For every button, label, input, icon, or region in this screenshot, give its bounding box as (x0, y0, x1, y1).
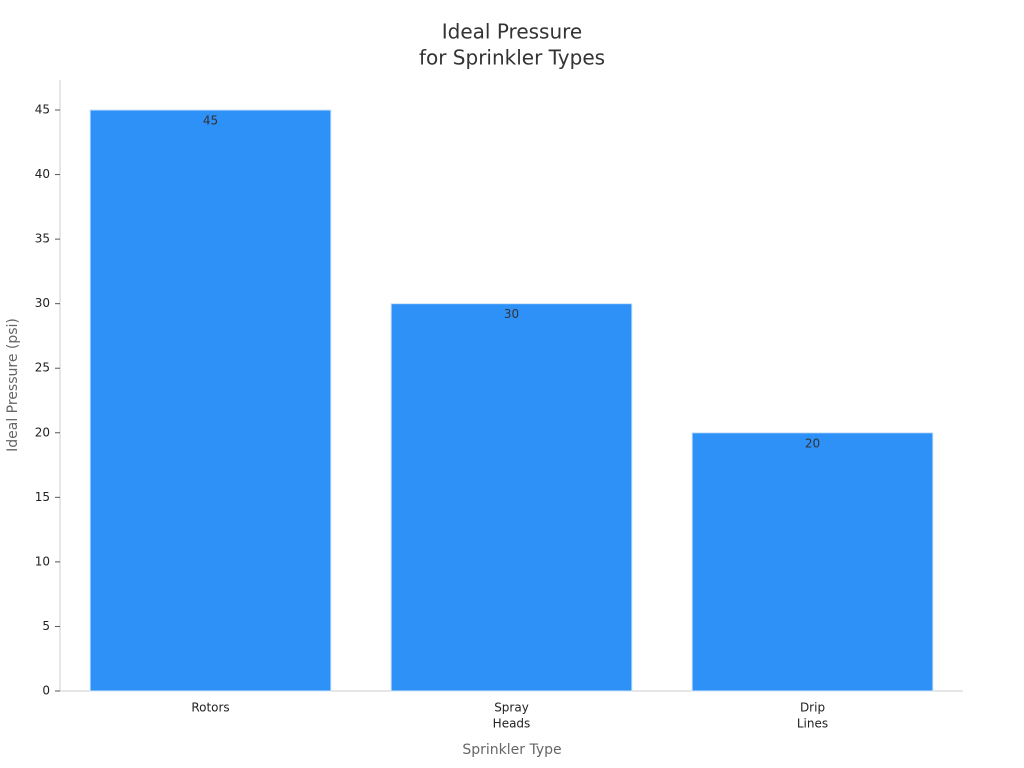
y-tick-label: 25 (35, 361, 50, 375)
y-tick-label: 0 (42, 684, 50, 698)
x-tick-label: Lines (797, 717, 828, 731)
bar (89, 109, 332, 692)
y-tick-label: 35 (35, 232, 50, 246)
y-tick-label: 40 (35, 167, 50, 181)
y-tick-label: 45 (35, 103, 50, 117)
y-axis-title: Ideal Pressure (psi) (5, 318, 21, 452)
y-tick-label: 10 (35, 554, 50, 568)
data-label: 20 (805, 436, 820, 450)
x-axis-title: Sprinkler Type (462, 742, 561, 758)
chart-title: for Sprinkler Types (419, 46, 605, 70)
bar (390, 303, 633, 692)
y-tick-label: 20 (35, 425, 50, 439)
y-tick-label: 15 (35, 490, 50, 504)
bar (691, 432, 934, 692)
y-tick-label: 30 (35, 296, 50, 310)
x-tick-label: Rotors (191, 701, 229, 715)
y-tick-label: 5 (42, 619, 50, 633)
data-label: 30 (504, 307, 519, 321)
data-label: 45 (203, 114, 218, 128)
chart-title: Ideal Pressure (442, 20, 582, 44)
x-tick-label: Spray (494, 701, 529, 715)
x-tick-label: Heads (493, 717, 531, 731)
x-tick-label: Drip (800, 701, 825, 715)
